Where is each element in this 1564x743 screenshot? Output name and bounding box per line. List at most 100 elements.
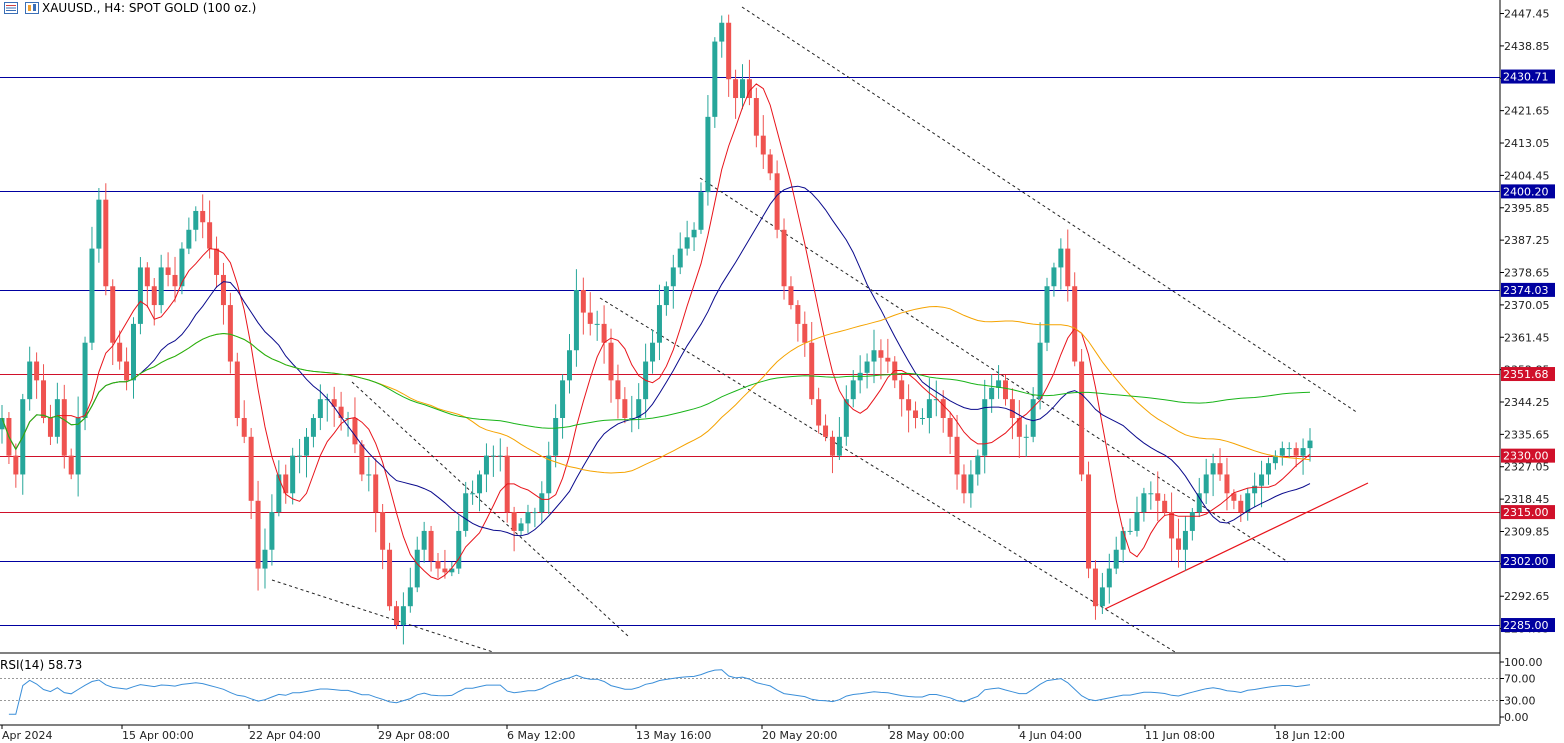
candle-body[interactable] (110, 286, 116, 343)
candle-body[interactable] (1058, 248, 1064, 268)
candle-body[interactable] (511, 512, 517, 531)
candle-body[interactable] (663, 286, 669, 306)
candle-body[interactable] (885, 357, 891, 362)
candle-body[interactable] (47, 417, 53, 437)
candle-body[interactable] (601, 323, 607, 343)
candle-body[interactable] (435, 561, 441, 569)
candle-body[interactable] (387, 549, 393, 607)
candle-body[interactable] (1148, 493, 1154, 495)
candle-body[interactable] (1016, 417, 1022, 437)
candle-body[interactable] (373, 474, 379, 513)
candle-body[interactable] (1113, 549, 1119, 569)
candle-body[interactable] (297, 455, 303, 457)
candle-body[interactable] (338, 406, 344, 418)
candle-body[interactable] (919, 417, 925, 419)
candle-body[interactable] (1265, 463, 1271, 475)
candle-body[interactable] (850, 380, 856, 400)
candle-body[interactable] (622, 399, 628, 418)
candle-body[interactable] (262, 549, 268, 569)
candle-body[interactable] (767, 154, 773, 174)
candle-body[interactable] (1092, 568, 1098, 607)
candle-body[interactable] (989, 387, 995, 400)
candle-body[interactable] (996, 380, 1002, 388)
candle-body[interactable] (913, 410, 919, 418)
candle-body[interactable] (802, 323, 808, 343)
candle-body[interactable] (1182, 530, 1188, 550)
candle-body[interactable] (650, 342, 656, 362)
candle-body[interactable] (553, 417, 559, 456)
candle-body[interactable] (1238, 500, 1244, 513)
candle-body[interactable] (103, 199, 109, 287)
candle-body[interactable] (518, 523, 524, 531)
candle-body[interactable] (200, 210, 206, 223)
candle-body[interactable] (843, 399, 849, 437)
candle-body[interactable] (871, 350, 877, 362)
candle-body[interactable] (878, 350, 884, 358)
candle-body[interactable] (1106, 568, 1112, 588)
candle-body[interactable] (1127, 530, 1133, 532)
moving-average-line[interactable] (1, 83, 1311, 580)
candle-body[interactable] (310, 417, 316, 437)
candle-body[interactable] (421, 530, 427, 550)
candle-body[interactable] (407, 587, 413, 607)
candle-body[interactable] (75, 417, 81, 475)
candle-body[interactable] (774, 173, 780, 230)
candle-body[interactable] (532, 512, 538, 514)
candle-body[interactable] (1231, 493, 1237, 501)
candle-body[interactable] (477, 474, 483, 494)
candle-body[interactable] (456, 530, 462, 569)
candle-body[interactable] (719, 22, 725, 42)
candle-body[interactable] (1162, 500, 1168, 513)
dashed-trendline[interactable] (351, 381, 629, 637)
candle-body[interactable] (151, 286, 157, 306)
candle-body[interactable] (1072, 286, 1078, 362)
candle-body[interactable] (580, 290, 586, 313)
candle-body[interactable] (214, 248, 220, 275)
candle-body[interactable] (283, 474, 289, 494)
candle-body[interactable] (130, 323, 136, 381)
candle-body[interactable] (255, 500, 261, 569)
candle-body[interactable] (227, 305, 233, 362)
candle-body[interactable] (1023, 436, 1029, 438)
candle-body[interactable] (220, 274, 226, 306)
candle-body[interactable] (746, 79, 752, 99)
candle-body[interactable] (677, 248, 683, 268)
candle-body[interactable] (829, 436, 835, 456)
candle-body[interactable] (1224, 474, 1230, 494)
candle-body[interactable] (940, 399, 946, 418)
candle-body[interactable] (906, 399, 912, 411)
candle-body[interactable] (1169, 512, 1175, 539)
candle-body[interactable] (629, 417, 635, 419)
ascending-trendline[interactable] (1104, 482, 1369, 610)
candle-body[interactable] (933, 399, 939, 401)
candle-body[interactable] (816, 399, 822, 426)
candle-body[interactable] (795, 305, 801, 324)
candle-body[interactable] (324, 399, 330, 401)
candle-body[interactable] (961, 474, 967, 494)
candle-body[interactable] (1037, 342, 1043, 400)
candle-body[interactable] (546, 455, 552, 494)
candle-body[interactable] (1079, 361, 1085, 475)
candle-body[interactable] (359, 444, 365, 475)
candle-body[interactable] (1030, 399, 1036, 437)
candle-body[interactable] (947, 417, 953, 437)
list-icon[interactable] (4, 2, 18, 14)
candle-body[interactable] (27, 361, 33, 400)
candle-body[interactable] (158, 267, 164, 306)
candle-body[interactable] (1002, 380, 1008, 400)
candle-body[interactable] (733, 79, 739, 99)
candle-body[interactable] (1217, 463, 1223, 475)
candle-body[interactable] (331, 399, 337, 407)
candle-body[interactable] (566, 350, 572, 381)
candle-body[interactable] (1120, 530, 1126, 550)
candle-body[interactable] (1210, 463, 1216, 475)
candle-body[interactable] (269, 512, 275, 550)
candle-body[interactable] (1086, 474, 1092, 569)
candle-body[interactable] (366, 474, 372, 476)
candle-body[interactable] (463, 493, 469, 531)
candle-body[interactable] (1203, 474, 1209, 494)
candle-body[interactable] (636, 399, 642, 418)
candle-body[interactable] (740, 79, 746, 99)
candle-body[interactable] (1286, 448, 1292, 450)
candle-body[interactable] (144, 267, 150, 287)
